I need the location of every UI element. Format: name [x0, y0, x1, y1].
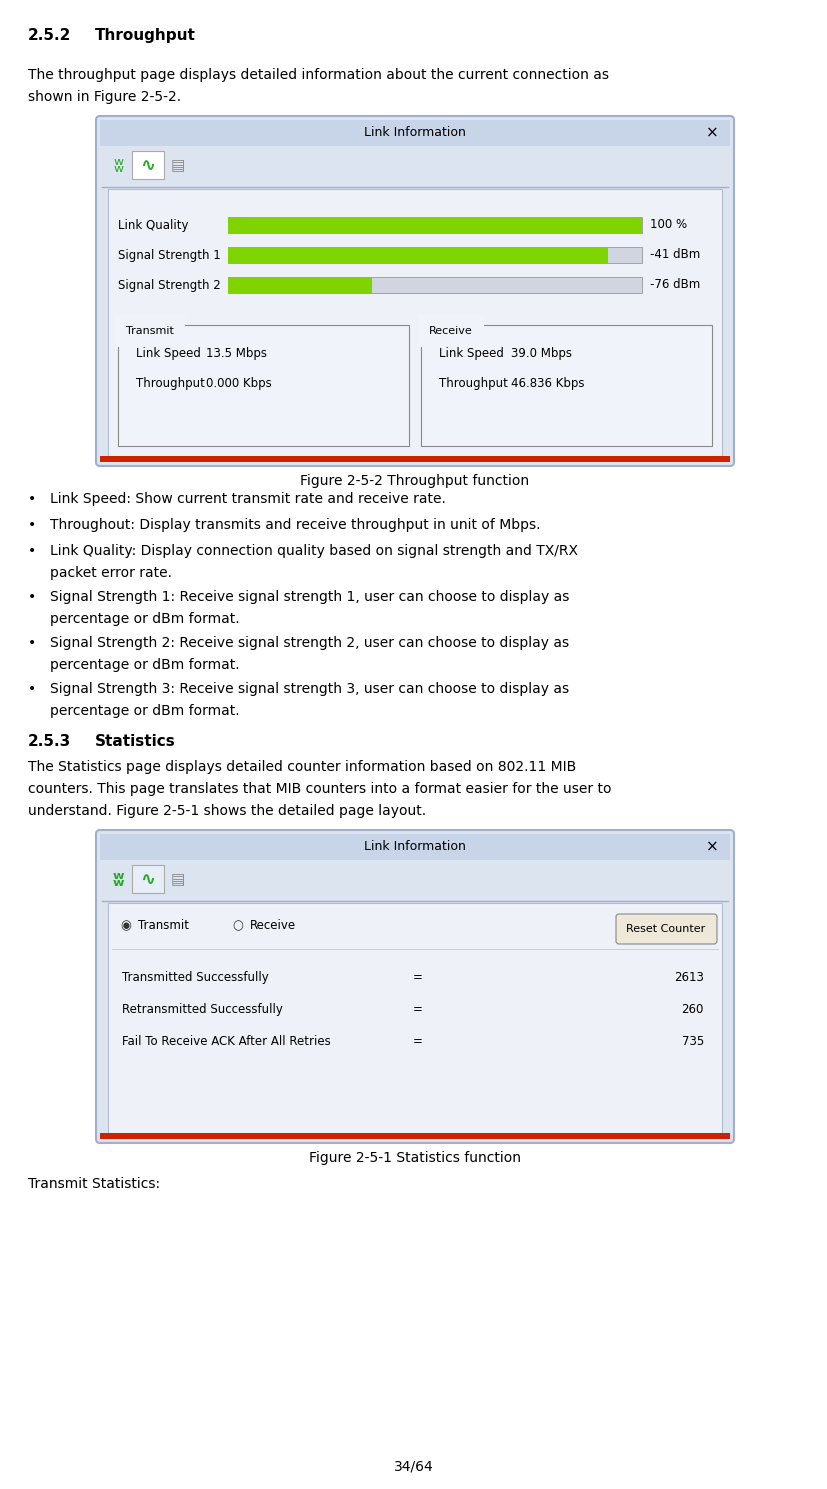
- Text: ×: ×: [705, 840, 718, 855]
- Bar: [131, 865, 164, 893]
- Bar: [227, 217, 641, 232]
- Text: Retransmitted Successfully: Retransmitted Successfully: [122, 1004, 283, 1015]
- Text: Figure 2-5-1 Statistics function: Figure 2-5-1 Statistics function: [308, 1151, 520, 1164]
- Text: ×: ×: [705, 125, 718, 140]
- Bar: [118, 325, 409, 447]
- Bar: [100, 834, 729, 861]
- Text: ʬ: ʬ: [112, 871, 123, 889]
- Text: Transmit: Transmit: [138, 919, 189, 932]
- Text: Link Quality: Display connection quality based on signal strength and TX/RX: Link Quality: Display connection quality…: [50, 543, 577, 558]
- Text: Throughput: Throughput: [438, 377, 507, 390]
- Text: Receive: Receive: [250, 919, 296, 932]
- FancyBboxPatch shape: [96, 829, 733, 1144]
- Text: ◉: ◉: [121, 919, 131, 932]
- Bar: [227, 217, 641, 232]
- Text: •: •: [28, 636, 36, 651]
- Text: The Statistics page displays detailed counter information based on 802.11 MIB: The Statistics page displays detailed co…: [28, 759, 576, 774]
- Text: 735: 735: [681, 1035, 703, 1048]
- Text: Statistics: Statistics: [95, 734, 175, 749]
- Text: percentage or dBm format.: percentage or dBm format.: [50, 658, 239, 672]
- FancyBboxPatch shape: [615, 914, 716, 944]
- Text: Link Quality: Link Quality: [118, 219, 189, 231]
- Text: =: =: [413, 1004, 423, 1015]
- Bar: [227, 277, 371, 293]
- Bar: [108, 902, 721, 1133]
- Text: counters. This page translates that MIB counters into a format easier for the us: counters. This page translates that MIB …: [28, 782, 611, 797]
- Bar: [420, 325, 711, 447]
- Text: 0.000 Kbps: 0.000 Kbps: [206, 377, 271, 390]
- Text: =: =: [413, 971, 423, 984]
- Text: Link Information: Link Information: [364, 840, 466, 853]
- Text: •: •: [28, 590, 36, 605]
- Text: Transmitted Successfully: Transmitted Successfully: [122, 971, 269, 984]
- Text: Link Speed: Show current transmit rate and receive rate.: Link Speed: Show current transmit rate a…: [50, 491, 445, 506]
- Text: -76 dBm: -76 dBm: [649, 278, 700, 292]
- Bar: [100, 1133, 729, 1139]
- Text: packet error rate.: packet error rate.: [50, 566, 172, 581]
- Text: percentage or dBm format.: percentage or dBm format.: [50, 704, 239, 718]
- Text: The throughput page displays detailed information about the current connection a: The throughput page displays detailed in…: [28, 68, 609, 82]
- Text: 260: 260: [681, 1004, 703, 1015]
- Text: ∿: ∿: [141, 156, 155, 176]
- Text: Figure 2-5-2 Throughput function: Figure 2-5-2 Throughput function: [300, 474, 529, 488]
- Text: 39.0 Mbps: 39.0 Mbps: [510, 347, 571, 360]
- Text: 46.836 Kbps: 46.836 Kbps: [510, 377, 584, 390]
- Text: Transmit: Transmit: [126, 326, 174, 337]
- Text: Signal Strength 2: Receive signal strength 2, user can choose to display as: Signal Strength 2: Receive signal streng…: [50, 636, 568, 651]
- Text: ʬ: ʬ: [112, 156, 123, 176]
- Text: ▤: ▤: [170, 158, 185, 174]
- Bar: [227, 277, 641, 293]
- Text: -41 dBm: -41 dBm: [649, 249, 700, 262]
- Bar: [108, 189, 721, 456]
- Text: •: •: [28, 543, 36, 558]
- Text: Signal Strength 3: Receive signal strength 3, user can choose to display as: Signal Strength 3: Receive signal streng…: [50, 682, 568, 695]
- Text: 2613: 2613: [673, 971, 703, 984]
- Bar: [227, 247, 607, 264]
- Text: 13.5 Mbps: 13.5 Mbps: [206, 347, 266, 360]
- Text: •: •: [28, 518, 36, 532]
- Text: ∿: ∿: [141, 871, 155, 889]
- Text: Link Speed: Link Speed: [438, 347, 504, 360]
- Text: Throughput: Throughput: [136, 377, 204, 390]
- Text: Receive: Receive: [428, 326, 472, 337]
- Text: 100 %: 100 %: [649, 219, 686, 231]
- Text: ▤: ▤: [170, 873, 185, 887]
- Text: Transmit Statistics:: Transmit Statistics:: [28, 1176, 160, 1191]
- Text: shown in Figure 2-5-2.: shown in Figure 2-5-2.: [28, 89, 181, 104]
- Text: Link Speed: Link Speed: [136, 347, 201, 360]
- Text: 34/64: 34/64: [394, 1461, 433, 1474]
- Text: percentage or dBm format.: percentage or dBm format.: [50, 612, 239, 625]
- Text: •: •: [28, 682, 36, 695]
- Text: •: •: [28, 491, 36, 506]
- Bar: [227, 247, 641, 264]
- Text: Link Information: Link Information: [364, 127, 466, 140]
- Text: Signal Strength 1: Receive signal strength 1, user can choose to display as: Signal Strength 1: Receive signal streng…: [50, 590, 569, 605]
- Text: Throughput: Throughput: [95, 28, 196, 43]
- Bar: [100, 121, 729, 146]
- Text: 2.5.2: 2.5.2: [28, 28, 71, 43]
- Text: =: =: [413, 1035, 423, 1048]
- FancyBboxPatch shape: [96, 116, 733, 466]
- Bar: [131, 150, 164, 179]
- Text: Fail To Receive ACK After All Retries: Fail To Receive ACK After All Retries: [122, 1035, 330, 1048]
- Text: Reset Counter: Reset Counter: [625, 925, 705, 934]
- Text: 2.5.3: 2.5.3: [28, 734, 71, 749]
- Bar: [100, 456, 729, 462]
- Text: Throughout: Display transmits and receive throughput in unit of Mbps.: Throughout: Display transmits and receiv…: [50, 518, 540, 532]
- Text: Signal Strength 2: Signal Strength 2: [118, 278, 221, 292]
- Text: understand. Figure 2-5-1 shows the detailed page layout.: understand. Figure 2-5-1 shows the detai…: [28, 804, 426, 817]
- Text: Signal Strength 1: Signal Strength 1: [118, 249, 221, 262]
- Text: ○: ○: [232, 919, 243, 932]
